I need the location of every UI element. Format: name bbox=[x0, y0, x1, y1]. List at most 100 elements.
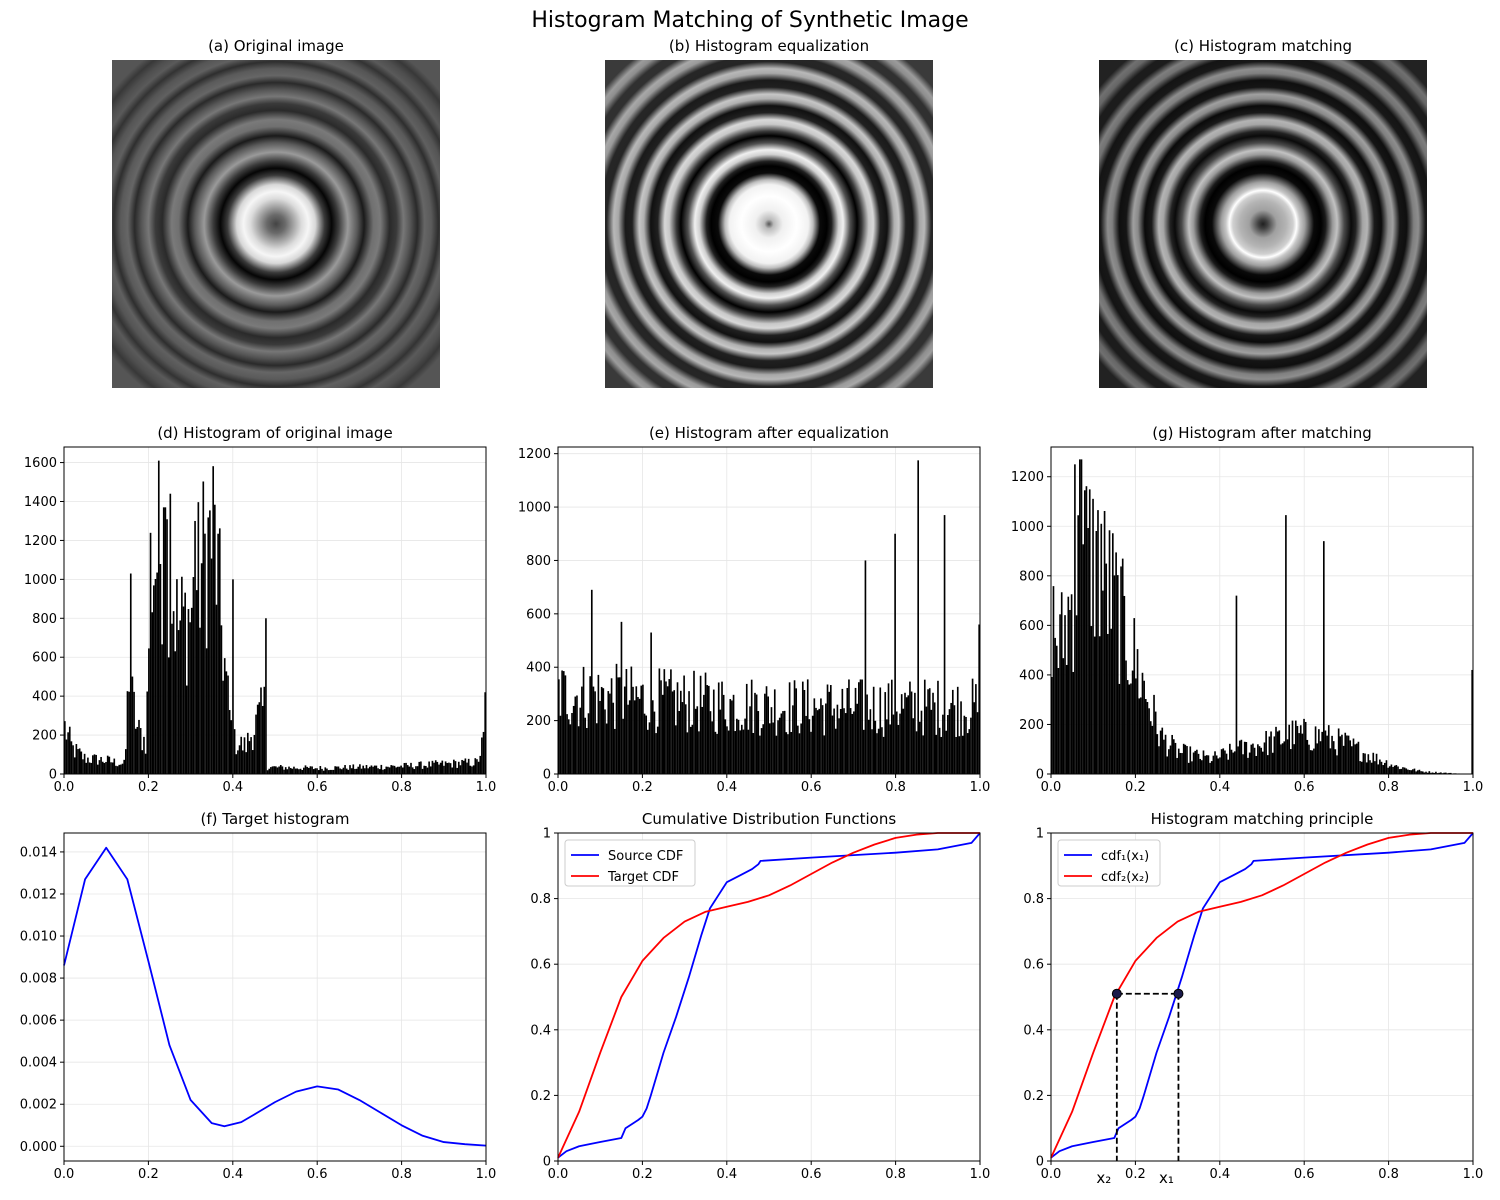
histogram-bar bbox=[1357, 741, 1360, 774]
y-tick-label: 0.000 bbox=[20, 1140, 57, 1155]
histogram-bar bbox=[958, 736, 961, 774]
histogram-bar bbox=[1064, 615, 1066, 774]
histogram-bar bbox=[266, 770, 269, 774]
histogram-bar bbox=[209, 510, 211, 774]
chart-e: 0.0 0.2 0.4 0.6 0.8 1.0 0 200 400 600 800 1000 1200 (… bbox=[518, 424, 990, 795]
histogram-bar bbox=[856, 703, 859, 774]
series-line-1 bbox=[557, 832, 981, 1159]
histogram-bar bbox=[418, 761, 421, 774]
histogram-bar bbox=[260, 687, 262, 774]
histogram-bar bbox=[481, 737, 483, 774]
histogram-bar bbox=[623, 686, 626, 774]
histogram-bar bbox=[1163, 739, 1165, 774]
histogram-bar bbox=[1364, 753, 1366, 774]
histogram-bar bbox=[364, 768, 366, 774]
histogram-bar bbox=[722, 694, 725, 774]
histogram-bar bbox=[1205, 755, 1208, 774]
histogram-bar bbox=[943, 515, 946, 774]
histogram-bar bbox=[1176, 757, 1178, 774]
y-tick-label: 0.014 bbox=[20, 845, 57, 860]
histogram-bar bbox=[670, 669, 672, 774]
histogram-bar bbox=[731, 700, 733, 774]
x1-label: x₁ bbox=[1159, 1169, 1174, 1187]
y-tick-label: 1000 bbox=[24, 573, 57, 588]
histogram-bar bbox=[1377, 764, 1380, 774]
histogram-bar bbox=[778, 717, 781, 774]
histogram-bar bbox=[922, 735, 924, 774]
histogram-bar bbox=[1158, 746, 1160, 774]
histogram-bar bbox=[1398, 769, 1401, 774]
x-tick-label: 0.0 bbox=[548, 1167, 569, 1182]
histogram-bar bbox=[273, 766, 275, 774]
histogram-bar bbox=[813, 698, 816, 774]
histogram-bar bbox=[1306, 739, 1309, 774]
histogram-bar bbox=[1448, 772, 1450, 774]
chart-title: (e) Histogram after equalization bbox=[649, 424, 889, 442]
histogram-bar bbox=[1087, 528, 1089, 774]
histogram-bar bbox=[433, 762, 435, 774]
histogram-bar bbox=[576, 695, 578, 774]
histogram-bar bbox=[866, 694, 868, 774]
histogram-bar bbox=[788, 682, 791, 774]
histogram-bar bbox=[261, 705, 264, 774]
histogram-bar bbox=[1248, 752, 1251, 774]
histogram-bar bbox=[265, 618, 267, 774]
histogram-bar bbox=[928, 688, 931, 774]
histogram-bar bbox=[1222, 748, 1225, 774]
histogram-bar bbox=[810, 731, 812, 774]
histogram-bar bbox=[1215, 755, 1218, 774]
histogram-bar bbox=[773, 689, 776, 774]
histogram-bar bbox=[803, 689, 806, 774]
histogram-bar bbox=[876, 733, 878, 774]
histogram-bar bbox=[301, 769, 304, 774]
histogram-bar bbox=[340, 769, 343, 774]
histogram-bar bbox=[782, 711, 784, 774]
histogram-bar bbox=[811, 715, 814, 774]
histogram-bar bbox=[793, 680, 796, 774]
histogram-bar bbox=[1102, 590, 1104, 774]
x-tick-label: 0.2 bbox=[632, 780, 653, 795]
histogram-bar bbox=[192, 577, 195, 774]
histogram-bar bbox=[449, 763, 452, 774]
histogram-bar bbox=[581, 686, 583, 774]
histogram-bar bbox=[742, 729, 745, 774]
histogram-bar bbox=[569, 724, 572, 774]
histogram-bar bbox=[673, 690, 676, 774]
histogram-bar bbox=[1359, 761, 1361, 774]
histogram-bar bbox=[339, 768, 341, 774]
histogram-bar bbox=[732, 694, 735, 774]
histogram-bar bbox=[250, 737, 252, 774]
histogram-bar bbox=[1133, 618, 1136, 774]
bars-group bbox=[558, 460, 980, 774]
histogram-bar bbox=[923, 679, 926, 774]
histogram-bar bbox=[912, 718, 915, 774]
histogram-bar bbox=[1108, 530, 1111, 774]
histogram-bar bbox=[288, 766, 290, 774]
histogram-bar bbox=[1074, 464, 1076, 774]
histogram-bar bbox=[592, 686, 595, 774]
histogram-bar bbox=[681, 702, 684, 774]
axes-frame bbox=[1050, 446, 1474, 775]
histogram-bar bbox=[405, 762, 407, 774]
histogram-bar bbox=[222, 680, 224, 774]
histogram-bar bbox=[1324, 730, 1327, 774]
histogram-bar bbox=[1263, 742, 1266, 774]
histogram-bar bbox=[744, 718, 746, 774]
histogram-bar bbox=[686, 732, 689, 774]
histogram-bar bbox=[1380, 761, 1383, 774]
histogram-bar bbox=[227, 675, 229, 774]
histogram-bar bbox=[1204, 755, 1206, 774]
histogram-bar bbox=[858, 682, 860, 774]
histogram-bar bbox=[166, 519, 168, 774]
histogram-bar bbox=[1329, 748, 1332, 774]
histogram-bar bbox=[772, 722, 774, 774]
y-tick-label: 0.8 bbox=[530, 892, 551, 907]
histogram-bar bbox=[388, 767, 391, 774]
histogram-bar bbox=[1440, 772, 1442, 774]
histogram-bar bbox=[564, 675, 567, 774]
histogram-bar bbox=[1344, 732, 1347, 774]
histogram-bar bbox=[806, 679, 809, 774]
histogram-bar bbox=[698, 731, 700, 774]
histogram-bar bbox=[562, 671, 565, 774]
histogram-bar bbox=[558, 679, 560, 774]
